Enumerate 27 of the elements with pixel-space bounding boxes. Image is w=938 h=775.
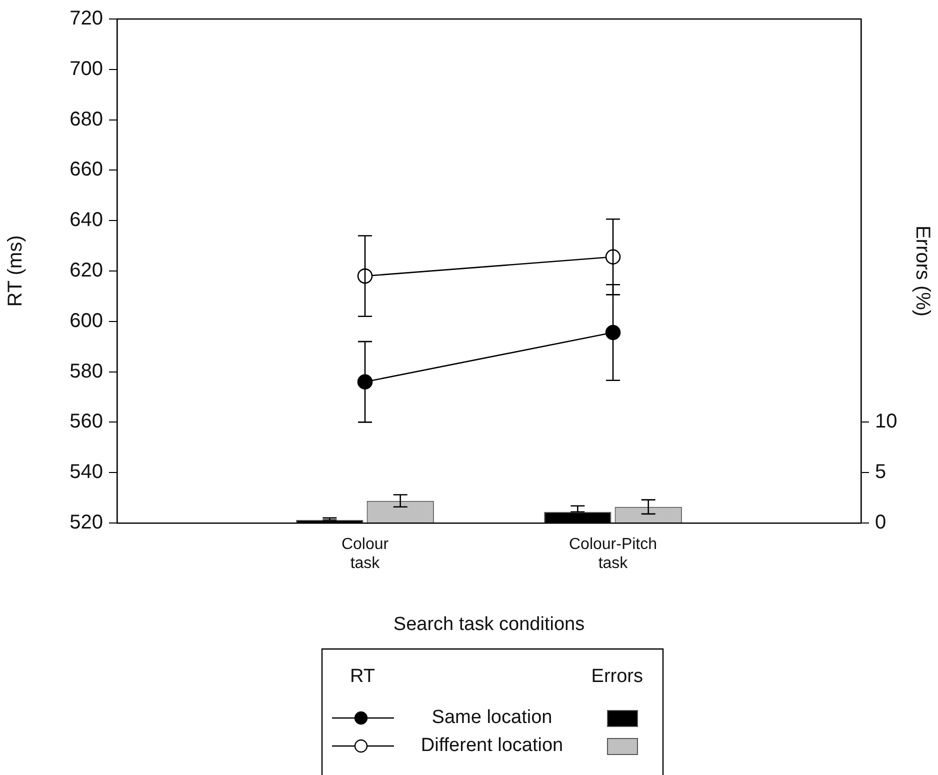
y-tick-label: 540 xyxy=(70,461,103,484)
text: RT xyxy=(350,666,376,688)
x-tick-label: Colour-Pitch task xyxy=(568,536,658,572)
y-tick-label: 520 xyxy=(70,512,103,534)
point xyxy=(605,249,621,265)
x-tick-label: Colour task xyxy=(341,536,390,572)
y-tick-label: 680 xyxy=(70,108,103,130)
y-tick-label: 660 xyxy=(70,158,103,181)
point xyxy=(357,374,373,390)
y-tick-label: 640 xyxy=(70,209,103,232)
x-axis-title: Search task conditions xyxy=(393,614,585,635)
text: Errors xyxy=(591,666,643,688)
legend-label: Different location xyxy=(420,735,564,756)
y-tick-label: 600 xyxy=(70,310,103,332)
y2-axis-title: Errors (%) xyxy=(911,225,934,317)
y2-tick-label: 10 xyxy=(875,410,898,433)
point xyxy=(357,268,373,284)
y2-tick-label: 0 xyxy=(875,512,886,534)
y2-tick-label: 5 xyxy=(875,461,886,484)
legend-label: Same location xyxy=(432,707,552,728)
y-tick-label: 700 xyxy=(70,58,103,80)
y-tick-label: 560 xyxy=(70,410,103,433)
point xyxy=(605,324,621,340)
y-tick-label: 580 xyxy=(70,360,103,382)
y-axis-title: RT (ms) xyxy=(4,235,27,307)
y-tick-label: 620 xyxy=(70,260,103,282)
y-tick-label: 720 xyxy=(70,8,103,30)
